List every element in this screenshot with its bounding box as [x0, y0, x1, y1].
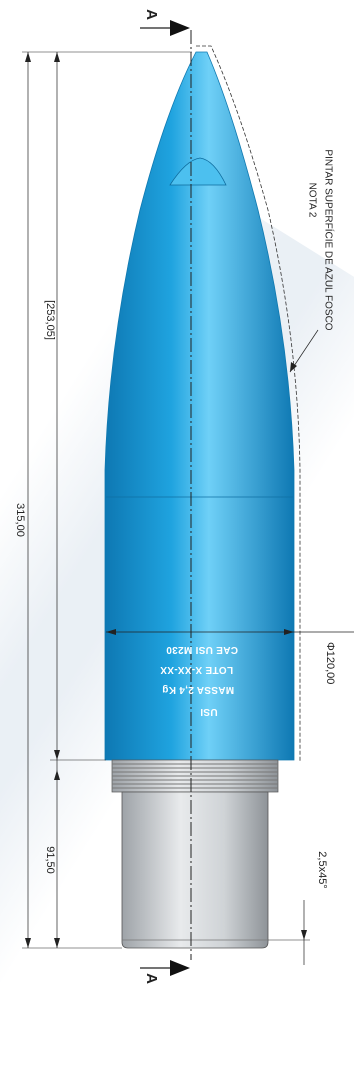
dimension-body-length [54, 52, 60, 760]
marking-line-3: MASSA 2,4 Kg [162, 684, 235, 695]
threaded-section [111, 759, 279, 793]
paint-area-outline [196, 45, 301, 762]
projectile-body [104, 51, 295, 761]
overall-length-label: 315,00 [14, 503, 26, 537]
technical-drawing [22, 20, 354, 976]
note-text: PINTAR SUPERFÍCIE DE AZUL FOSCO [322, 149, 334, 331]
section-label-top: A [142, 9, 160, 20]
diameter-label: Φ120,00 [324, 642, 336, 685]
base-cylinder [121, 791, 269, 949]
note-leader [289, 329, 319, 373]
dimension-diameter [106, 629, 354, 635]
dimension-base-length [54, 760, 60, 948]
dimension-overall-length [25, 52, 31, 948]
tip-feature [169, 157, 227, 186]
section-arrow-top [140, 20, 190, 36]
chamfer-label: 2,5x45° [316, 851, 328, 889]
section-label-bottom: A [142, 973, 160, 984]
note-number: NOTA 2 [306, 182, 318, 218]
marking-line-1: CAE USI M230 [166, 644, 238, 655]
marking-line-2: LOTE X-XX-XX [160, 664, 234, 675]
marking-line-4: USI [200, 706, 218, 717]
base-length-label: 91,50 [44, 846, 56, 874]
body-length-label: [253,05] [44, 300, 56, 340]
dimension-chamfer [268, 900, 310, 965]
section-arrow-bottom [140, 960, 190, 976]
